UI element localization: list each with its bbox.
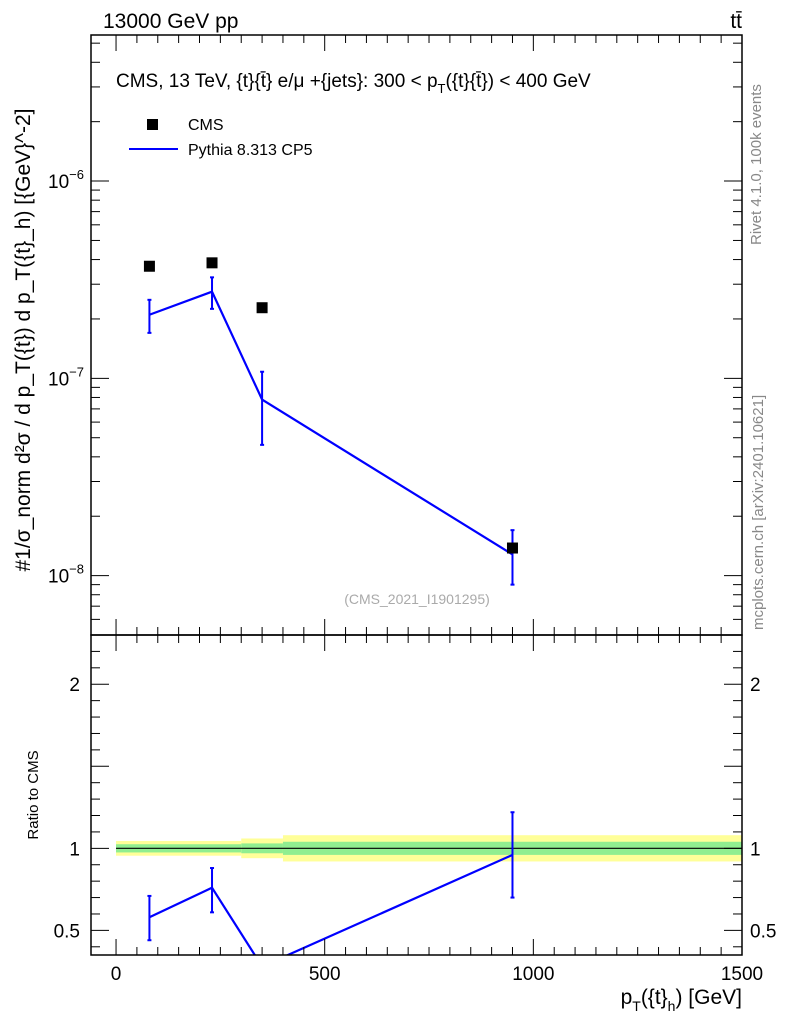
ratio-y-tick-label-left: 1 <box>69 839 80 860</box>
header-left: 13000 GeV pp <box>103 10 238 33</box>
main-y-tick-label: 10−8 <box>48 562 84 588</box>
x-tick-label: 0 <box>111 964 122 985</box>
main-y-label: #1/σ_norm d²σ / d p_T({t}) d p_T({t}_h) … <box>12 108 35 571</box>
x-axis-label: pT({t}h) [GeV] <box>621 986 742 1014</box>
cms-data-point <box>256 302 268 314</box>
analysis-watermark: (CMS_2021_I1901295) <box>344 591 490 607</box>
ratio-plot <box>116 811 742 955</box>
header-right: tt̄ <box>730 10 742 33</box>
rivet-label: Rivet 4.1.0, 100k events <box>748 84 765 245</box>
ratio-frame <box>90 634 743 956</box>
legend-label-pythia: Pythia 8.313 CP5 <box>188 142 313 159</box>
main-plot <box>143 257 518 586</box>
ratio-y-tick-label-left: 2 <box>69 675 80 696</box>
mcplots-label: mcplots.cern.ch [arXiv:2401.10621] <box>750 395 767 630</box>
x-tick-label: 1500 <box>721 964 763 985</box>
cms-data-point <box>206 257 218 269</box>
plot-title: CMS, 13 TeV, {t}{t̄} e/μ +{jets}: 300 < … <box>116 71 591 96</box>
ratio-y-tick-label-right: 2 <box>750 675 761 696</box>
legend-marker-cms <box>147 119 158 130</box>
cms-data-point <box>506 542 518 554</box>
ratio-y-label: Ratio to CMS <box>25 750 42 839</box>
x-tick-label: 1000 <box>512 964 554 985</box>
ratio-y-tick-label-right: 0.5 <box>750 921 776 942</box>
pythia-line <box>149 290 514 556</box>
main-y-tick-label: 10−6 <box>48 167 84 193</box>
main-y-tick-label: 10−7 <box>48 364 84 390</box>
ratio-pythia-line <box>148 853 513 955</box>
ratio-y-tick-label-right: 1 <box>750 839 761 860</box>
x-tick-label: 500 <box>309 964 341 985</box>
cms-data-point <box>143 260 155 272</box>
ratio-y-tick-label-left: 0.5 <box>54 921 80 942</box>
legend-label-cms: CMS <box>188 117 224 134</box>
